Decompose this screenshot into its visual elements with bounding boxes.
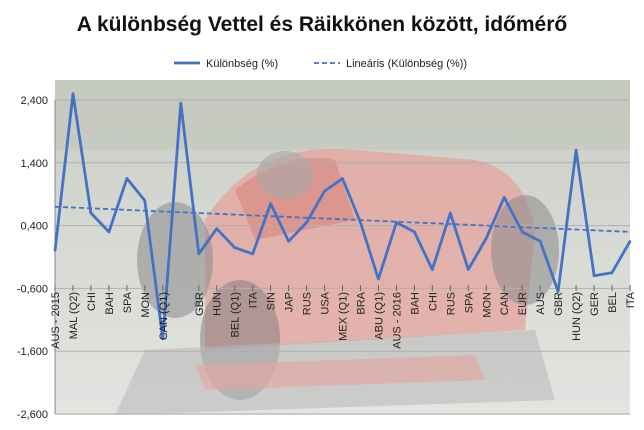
x-tick-label: GBR [553, 292, 565, 316]
chart-title: A különbség Vettel és Räikkönen között, … [77, 13, 568, 36]
data-point [485, 236, 488, 240]
x-tick-label: SPA [463, 291, 475, 313]
data-point [107, 230, 111, 234]
data-point [628, 240, 632, 243]
legend: Különbség (%) Lineáris (Különbség (%)) [174, 58, 467, 70]
data-point [305, 221, 308, 224]
x-tick-label: USA [320, 291, 332, 314]
x-tick-label: AUS - 2015 [50, 292, 62, 349]
x-tick-label: ITA [248, 291, 260, 308]
data-point [538, 240, 542, 243]
legend-label-dashed: Lineáris (Különbség (%)) [346, 58, 467, 70]
x-tick-label: AUS [535, 292, 547, 315]
data-point [251, 252, 254, 256]
data-point [467, 268, 470, 271]
y-tick-label: -1,600 [17, 346, 48, 358]
x-tick-label: CHI [427, 292, 439, 311]
y-tick-label: -2,600 [17, 409, 48, 421]
data-point [161, 337, 165, 340]
x-tick-label: MAL (Q2) [68, 292, 80, 339]
x-tick-label: HUN [212, 292, 224, 316]
data-point [53, 249, 57, 252]
data-point [323, 189, 326, 193]
grid-lines [55, 99, 630, 415]
x-tick-label: BEL [607, 292, 619, 313]
legend-label-solid: Különbség (%) [206, 58, 278, 70]
data-point [197, 252, 200, 256]
x-tick-label: CAN [499, 292, 511, 315]
data-point [125, 177, 129, 180]
x-tick-label: BAH [104, 292, 116, 315]
data-point [610, 271, 614, 274]
data-point [341, 177, 344, 180]
x-tick-label: MON [481, 292, 493, 318]
data-point [215, 227, 218, 230]
x-tick-label: BRA [355, 291, 367, 314]
series-layer [53, 92, 632, 341]
data-point [143, 199, 147, 202]
data-point [520, 230, 524, 234]
x-tick-label: EUR [517, 292, 529, 315]
y-tick-label: 2,400 [20, 95, 48, 107]
x-tick-label: HUN (Q2) [571, 292, 583, 341]
x-tick-label: ITA [625, 291, 637, 308]
x-axis-ticks: AUS - 2015 MAL (Q2) CHI BAH SPA MON CAN (Q1) GB… [50, 285, 637, 349]
x-tick-label: RUS [445, 292, 457, 315]
x-tick-label: CHI [86, 292, 98, 311]
y-tick-label: 1,400 [20, 158, 48, 170]
x-tick-label: SIN [266, 292, 278, 310]
data-point [449, 211, 452, 215]
trendline-series [54, 205, 631, 233]
x-tick-label: MEX (Q1) [338, 292, 350, 341]
x-tick-label: ABU (Q1) [373, 292, 385, 340]
x-tick-label: AUS - 2016 [391, 292, 403, 349]
y-tick-label: 0,400 [20, 221, 48, 233]
data-point [377, 277, 380, 281]
data-point [556, 290, 560, 293]
x-tick-label: GER [589, 292, 601, 316]
x-tick-label: BAH [409, 292, 421, 315]
data-point [503, 196, 506, 199]
data-point [395, 221, 398, 224]
data-point [179, 101, 182, 105]
x-tick-label: MON [140, 292, 152, 318]
data-point [269, 202, 272, 205]
data-point [574, 149, 578, 152]
x-tick-label: CAN (Q1) [158, 292, 170, 340]
x-tick-label: JAP [284, 292, 296, 312]
x-tick-label: RUS [302, 292, 314, 315]
x-tick-label: SPA [122, 291, 134, 313]
data-point [413, 230, 416, 234]
data-point [359, 221, 362, 224]
x-tick-label: GBR [194, 292, 206, 316]
y-tick-label: -0,600 [17, 283, 48, 295]
x-tick-label: BEL (Q1) [230, 292, 242, 337]
data-point [431, 268, 434, 271]
data-point [71, 92, 75, 95]
y-axis-ticks: 2,400 1,400 0,400 -0,600 -1,600 -2,600 [17, 95, 48, 421]
data-point [233, 246, 236, 249]
data-point [89, 211, 93, 215]
data-point [592, 274, 596, 278]
data-point [287, 240, 290, 243]
